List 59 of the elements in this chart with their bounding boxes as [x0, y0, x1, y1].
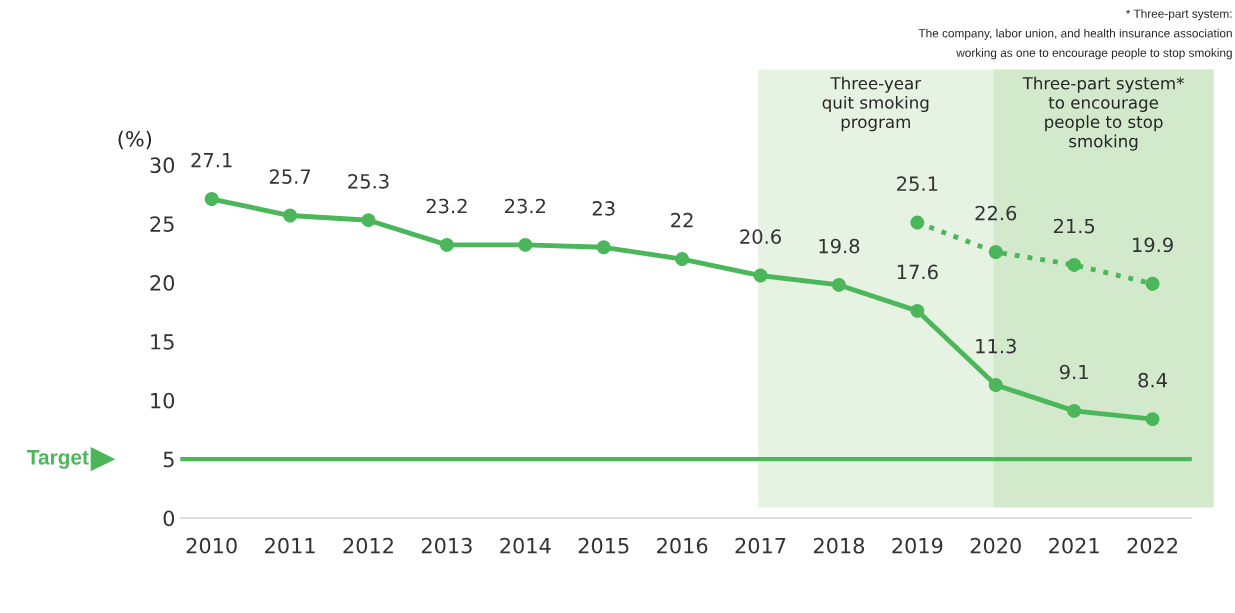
data-label: 19.9 — [1133, 237, 1173, 253]
point — [675, 252, 690, 266]
point — [1067, 403, 1082, 418]
data-label: 23 — [592, 201, 615, 216]
band-label: Three-part system* to encourage people to stop smoking — [1022, 76, 1184, 151]
x-tick-label: 2019 — [892, 537, 943, 554]
x-tick-label: 2013 — [421, 537, 472, 554]
point — [910, 215, 925, 230]
point — [283, 208, 298, 223]
x-tick-label: 2018 — [813, 537, 865, 554]
point — [910, 303, 925, 318]
data-label: 9.1 — [1059, 364, 1088, 380]
y-tick-label: 0 — [163, 510, 175, 527]
x-tick-label: 2021 — [1049, 537, 1099, 554]
data-label: 8.4 — [1138, 372, 1167, 388]
point — [1145, 276, 1160, 291]
band-label: Three-year quit smoking program — [822, 76, 929, 132]
data-label: 25.7 — [269, 169, 311, 184]
data-label: 25.1 — [897, 176, 938, 192]
x-tick-label: 2017 — [735, 537, 786, 554]
y-axis-title: (%) — [118, 130, 152, 150]
point — [753, 268, 768, 283]
point — [831, 278, 846, 292]
point — [204, 192, 219, 206]
y-tick-label: 15 — [151, 334, 174, 350]
data-label: 23.2 — [426, 198, 467, 214]
data-label: 25.3 — [348, 173, 389, 189]
x-tick-label: 2014 — [500, 537, 551, 554]
y-tick-label: 10 — [151, 392, 175, 409]
text: * Three-part system: The company, labor union, and health insurance association working as one to encourage people to stop smoking — [918, 9, 1232, 60]
data-label: 20.6 — [740, 229, 781, 244]
x-tick-label: 2015 — [578, 537, 629, 554]
x-tick-label: 2010 — [186, 537, 237, 554]
point — [361, 213, 376, 228]
x-tick-label: 2016 — [657, 537, 708, 554]
x-tick-label: 2011 — [265, 537, 315, 554]
data-label: 22 — [671, 212, 693, 228]
data-label: 22.6 — [975, 205, 1017, 221]
x-tick-label: 2020 — [970, 537, 1021, 554]
data-label: 23.2 — [505, 198, 546, 214]
y-tick-label: 25 — [150, 216, 174, 232]
y-tick-label: 20 — [150, 275, 175, 291]
data-label: 19.8 — [819, 238, 860, 254]
point — [988, 245, 1003, 259]
x-tick-label: 2012 — [343, 537, 393, 554]
point — [596, 240, 611, 255]
point — [439, 237, 454, 252]
point — [988, 378, 1003, 392]
point — [1067, 257, 1082, 272]
data-label: 17.6 — [897, 264, 938, 280]
point — [1145, 412, 1160, 427]
y-tick-label: 5 — [163, 451, 174, 468]
data-label: 27.1 — [191, 152, 232, 168]
y-tick-label: 30 — [150, 157, 175, 174]
point — [518, 237, 533, 252]
x-tick-label: 2022 — [1127, 537, 1177, 554]
data-label: 21.5 — [1053, 218, 1095, 234]
ref-line-label: Target — [27, 450, 89, 469]
data-label: 11.3 — [976, 338, 1016, 354]
